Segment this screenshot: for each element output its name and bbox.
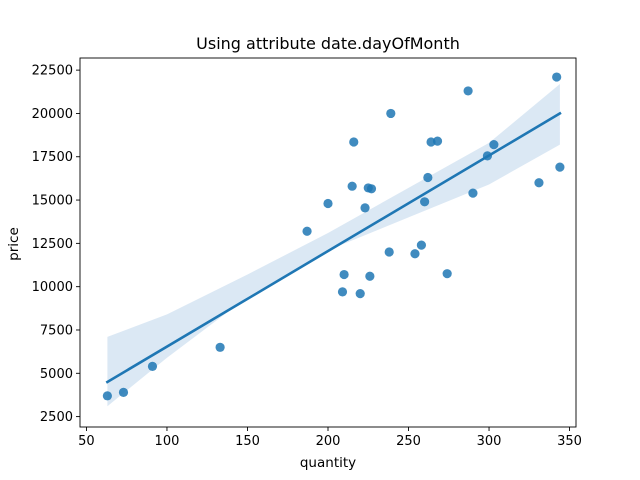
confidence-band [107, 84, 560, 407]
data-point [323, 198, 333, 209]
y-tick-label: 22500 [32, 64, 73, 79]
x-tick-label: 50 [78, 434, 95, 449]
data-point [420, 197, 430, 207]
confidence-band-layer [107, 84, 560, 407]
data-point [349, 137, 359, 147]
data-point [147, 361, 158, 371]
data-point [384, 247, 394, 257]
data-point [337, 287, 348, 297]
y-tick-label: 20000 [32, 107, 73, 122]
y-tick-label: 12500 [32, 237, 73, 252]
x-tick-label: 250 [396, 434, 421, 449]
data-point [442, 269, 452, 279]
y-tick-label: 10000 [32, 280, 73, 295]
data-point [489, 140, 499, 150]
data-point [386, 108, 396, 119]
y-tick-label: 5000 [40, 367, 73, 382]
data-point [118, 387, 129, 397]
data-point [552, 72, 562, 82]
x-axis-label: quantity [300, 455, 356, 471]
data-point [355, 289, 365, 299]
x-tick-label: 300 [477, 434, 502, 449]
data-point [347, 181, 357, 191]
x-tick-label: 150 [235, 434, 260, 449]
data-point [410, 249, 420, 259]
data-point [463, 86, 473, 96]
data-point [423, 172, 433, 183]
chart-title: Using attribute date.dayOfMonth [196, 34, 460, 53]
y-tick-label: 2500 [40, 410, 73, 425]
data-point [339, 269, 349, 280]
data-point [482, 151, 493, 161]
data-point [360, 203, 370, 213]
data-point [302, 226, 312, 236]
x-tick-label: 350 [557, 434, 582, 449]
data-points-layer [102, 72, 565, 401]
data-point [102, 391, 112, 401]
data-point [555, 162, 565, 172]
data-point [416, 240, 427, 250]
data-point [366, 184, 377, 194]
y-tick-label: 15000 [32, 194, 73, 209]
data-point [365, 271, 375, 281]
data-point [534, 178, 544, 188]
data-point [215, 342, 225, 352]
x-tick-label: 200 [316, 434, 341, 449]
axes: 50 100 150 200 250 300 350 2500 5000 7500 10000 125… [32, 57, 582, 449]
data-point [432, 136, 443, 146]
data-point [468, 188, 478, 198]
y-tick-label: 17500 [32, 150, 73, 165]
y-tick-label: 7500 [40, 323, 73, 338]
x-tick-label: 100 [155, 434, 180, 449]
y-axis-label: price [6, 227, 22, 261]
